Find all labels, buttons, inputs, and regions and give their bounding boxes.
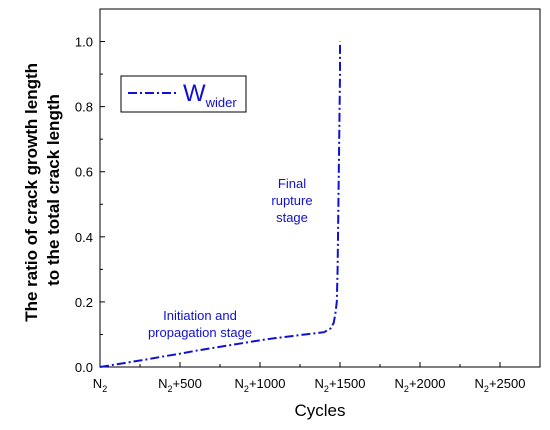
x-tick-label-suffix: +500 <box>173 376 202 391</box>
y-tick-label: 1.0 <box>75 35 93 50</box>
x-tick-label-subscript: 2 <box>102 384 107 394</box>
x-tick-label-subscript: 2 <box>484 384 489 394</box>
x-axis-ticks: N2 N2+500 N2+1000 N2+1500 N2+2000 N2+2500 <box>93 362 526 394</box>
legend-label: Wwider <box>183 80 237 110</box>
y-axis-label: The ratio of crack growth length to the … <box>22 58 63 322</box>
annotation-line: rupture <box>271 193 312 208</box>
x-tick-label-base: N <box>93 376 102 391</box>
x-tick-label: N2+1500 <box>315 376 366 394</box>
x-tick-label-subscript: 2 <box>324 384 329 394</box>
x-axis-label: Cycles <box>294 401 345 420</box>
x-tick-label: N2+2000 <box>395 376 446 394</box>
legend: Wwider <box>120 75 247 113</box>
y-axis-ticks: 0.0 0.2 0.4 0.6 0.8 1.0 <box>75 35 105 375</box>
y-tick-label: 0.0 <box>75 360 93 375</box>
annotation-line: Initiation and <box>163 308 237 323</box>
x-tick-label-base: N <box>475 376 484 391</box>
x-tick-label-subscript: 2 <box>244 384 249 394</box>
x-tick-label-suffix: +2500 <box>489 376 526 391</box>
y-tick-label: 0.8 <box>75 100 93 115</box>
x-tick-label: N2+2500 <box>475 376 526 394</box>
y-tick-label: 0.2 <box>75 295 93 310</box>
x-tick-label-subscript: 2 <box>404 384 409 394</box>
y-axis-label-line1: The ratio of crack growth length <box>22 63 41 322</box>
y-tick-label: 0.6 <box>75 165 93 180</box>
x-tick-label-base: N <box>315 376 324 391</box>
x-tick-label: N2+500 <box>158 376 202 394</box>
plot-frame <box>99 8 541 368</box>
legend-label-sub: wider <box>205 95 238 110</box>
y-tick-label: 0.4 <box>75 230 93 245</box>
x-tick-label-base: N <box>395 376 404 391</box>
annotation-line: Final <box>278 176 306 191</box>
x-tick-label: N2 <box>93 376 107 394</box>
y-axis-label-line2: to the total crack length <box>44 94 63 286</box>
x-tick-label-base: N <box>235 376 244 391</box>
x-tick-label-base: N <box>158 376 167 391</box>
x-tick-label: N2+1000 <box>235 376 286 394</box>
annotation-text: Initiation and propagation stage <box>148 308 252 340</box>
annotation-layer: Final rupture stage Initiation and propagati… <box>148 176 313 340</box>
legend-label-main: W <box>183 80 206 107</box>
annotation-text: Final rupture stage <box>271 176 312 225</box>
annotation-line: propagation stage <box>148 325 252 340</box>
x-tick-label-suffix: +2000 <box>409 376 446 391</box>
x-tick-label-suffix: +1500 <box>329 376 366 391</box>
x-tick-label-suffix: +1000 <box>249 376 286 391</box>
x-tick-label-subscript: 2 <box>168 384 173 394</box>
annotation-line: stage <box>276 210 308 225</box>
